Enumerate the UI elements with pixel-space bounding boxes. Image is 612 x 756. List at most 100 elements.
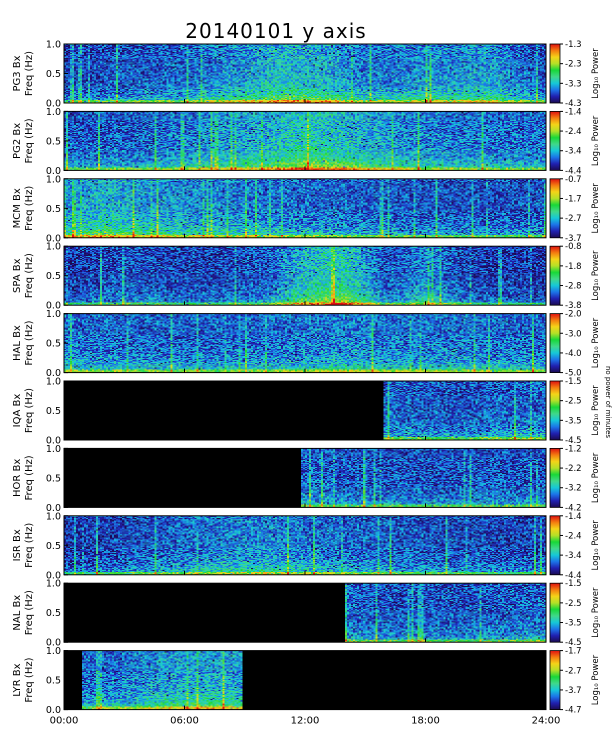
colorbar-tick-label: -1.7: [565, 647, 582, 657]
colorbar-tick-label: -1.3: [565, 40, 582, 50]
panel-stack: 0.0 0.5 1.0 PG3 Bx Freq (Hz) -1.3 -2.3 -3.3 -4.3…: [12, 40, 601, 717]
colorbar-tick-label: -1.4: [565, 512, 582, 522]
y-axis-label-freq: Freq (Hz): [24, 118, 35, 163]
y-tick-label: 1.0: [46, 309, 61, 320]
colorbar-tick-label: -2.4: [565, 127, 582, 137]
colorbar-pg3: [549, 43, 561, 104]
colorbar-label: Log₁₀ Power: [591, 520, 601, 571]
colorbar-tick-label: -4.4: [565, 166, 582, 176]
x-tick-label: 12:00: [291, 716, 320, 727]
colorbar-mcm: [549, 178, 561, 239]
colorbar-tick-label: -2.3: [565, 60, 582, 70]
y-tick-label: 0.5: [46, 136, 61, 147]
y-tick-label: 0.5: [46, 608, 61, 619]
y-tick-label: 1.0: [46, 174, 61, 185]
y-tick-label: 0.0: [46, 436, 61, 447]
y-tick-label: 0.0: [46, 368, 61, 379]
colorbar-tick-label: -3.4: [565, 551, 582, 561]
colorbar-label: Log₁₀ Power: [591, 115, 601, 166]
panel-isr: 0.0 0.5 1.0 ISR Bx Freq (Hz) -1.4 -2.4 -3.4 -4.4…: [12, 511, 601, 581]
panel-hor: 0.0 0.5 1.0 HOR Bx Freq (Hz) -1.2 -2.2 -3.2 -4.2…: [12, 444, 601, 514]
colorbar-tick-label: -2.8: [565, 282, 582, 292]
y-axis-label-station: PG3 Bx: [12, 55, 23, 91]
colorbar-hor: [549, 447, 561, 508]
y-tick-label: 1.0: [46, 646, 61, 657]
y-axis-label-station: HOR Bx: [12, 459, 23, 497]
y-tick-label: 0.0: [46, 166, 61, 177]
colorbar-tick-label: -3.8: [565, 301, 582, 311]
x-tick-label: 18:00: [411, 716, 440, 727]
y-tick-label: 0.5: [46, 69, 61, 80]
colorbar-tick-label: -2.2: [565, 464, 582, 474]
spectrogram-pg2: [64, 111, 546, 171]
colorbar-tick-label: -1.2: [565, 444, 582, 454]
x-tick-label: 00:00: [50, 716, 79, 727]
colorbar-tick-label: -3.0: [565, 329, 582, 339]
colorbar-tick-label: -0.7: [565, 175, 582, 185]
spectrogram-hal: [64, 313, 546, 373]
spectrogram-spa: [64, 246, 546, 306]
colorbar-label: Log₁₀ Power: [591, 654, 601, 705]
y-tick-label: 0.0: [46, 99, 61, 110]
y-axis-label-freq: Freq (Hz): [24, 590, 35, 635]
colorbar-hal: [549, 313, 561, 374]
colorbar-tick-label: -4.3: [565, 99, 582, 109]
colorbar-tick-label: -2.7: [565, 214, 582, 224]
colorbar-isr: [549, 515, 561, 576]
colorbar-tick-label: -2.4: [565, 531, 582, 541]
colorbar-tick-label: -4.7: [565, 706, 582, 716]
colorbar-lyr: [549, 650, 561, 710]
colorbar-tick-label: -1.5: [565, 377, 582, 387]
colorbar-tick-label: -0.8: [565, 242, 582, 252]
y-axis-label-station: PG2 Bx: [12, 123, 23, 159]
colorbar-label: Log₁₀ Power: [591, 317, 601, 368]
y-tick-label: 0.5: [46, 406, 61, 417]
y-tick-label: 0.0: [46, 638, 61, 649]
spectrogram-hor: [64, 448, 546, 508]
colorbar-tick-label: -2.5: [565, 397, 582, 407]
y-axis-label-station: NAL Bx: [12, 595, 23, 631]
colorbar-tick-label: -1.7: [565, 194, 582, 204]
y-tick-label: 0.0: [46, 570, 61, 581]
y-tick-label: 0.0: [46, 301, 61, 312]
colorbar-tick-label: -5.0: [565, 369, 582, 379]
colorbar-tick-label: -2.0: [565, 310, 582, 320]
y-tick-label: 1.0: [46, 377, 61, 388]
colorbar-nal: [549, 582, 561, 643]
y-tick-label: 0.0: [46, 705, 61, 716]
colorbar-pg2: [549, 111, 561, 171]
colorbar-tick-label: -3.7: [565, 686, 582, 696]
y-axis-label-station: LYR Bx: [12, 663, 23, 696]
y-tick-label: 0.5: [46, 204, 61, 215]
colorbar-label: Log₁₀ Power: [591, 385, 601, 436]
y-axis-label-freq: Freq (Hz): [24, 186, 35, 231]
spectrogram-mcm: [64, 178, 546, 238]
colorbar-label: Log₁₀ Power: [591, 48, 601, 99]
y-tick-label: 0.5: [46, 271, 61, 282]
colorbar-tick-label: -4.5: [565, 638, 582, 648]
panel-mcm: 0.0 0.5 1.0 MCM Bx Freq (Hz) -0.7 -1.7 -2.7 -3.7…: [12, 174, 601, 244]
y-axis-label-freq: Freq (Hz): [24, 388, 35, 433]
x-tick-label: 06:00: [170, 716, 199, 727]
colorbar-tick-label: -3.5: [565, 416, 582, 426]
y-tick-label: 1.0: [46, 107, 61, 118]
colorbar-label: Log₁₀ Power: [591, 452, 601, 503]
y-tick-label: 1.0: [46, 579, 61, 590]
colorbar-label: Log₁₀ Power: [591, 183, 601, 234]
colorbar-label: Log₁₀ Power: [591, 587, 601, 638]
y-tick-label: 1.0: [46, 242, 61, 253]
y-axis-label-freq: Freq (Hz): [24, 657, 35, 702]
side-note: no power of minutes: [604, 366, 612, 438]
y-tick-label: 0.5: [46, 473, 61, 484]
colorbar-tick-label: -3.7: [565, 234, 582, 244]
colorbar-tick-label: -1.4: [565, 107, 582, 117]
spectrogram-pg3: [64, 44, 546, 103]
colorbar-tick-label: -4.0: [565, 349, 582, 359]
y-tick-label: 0.0: [46, 233, 61, 244]
y-axis-label-freq: Freq (Hz): [24, 455, 35, 500]
colorbar-tick-label: -3.3: [565, 79, 582, 89]
chart-title: 20140101 y axis: [185, 19, 366, 43]
y-axis-label-freq: Freq (Hz): [24, 253, 35, 298]
y-tick-label: 1.0: [46, 40, 61, 51]
